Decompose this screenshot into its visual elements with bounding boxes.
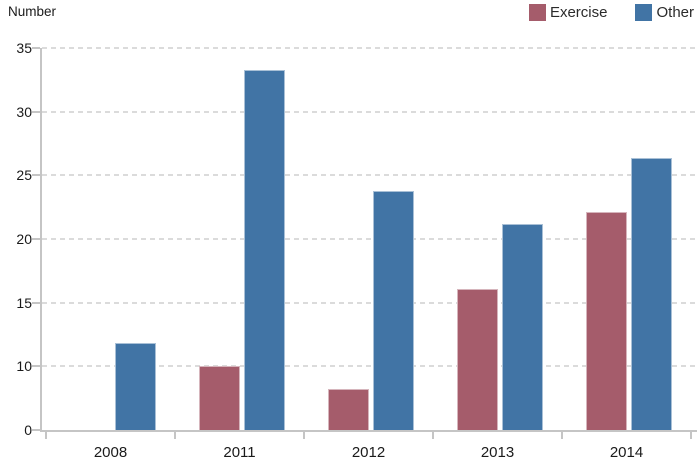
bar-exercise-2011 (198, 366, 240, 430)
legend-item-exercise: Exercise (528, 4, 608, 21)
y-tick-mark (32, 365, 40, 368)
legend: Exercise Other (528, 4, 694, 21)
legend-item-other: Other (635, 4, 694, 21)
gridline-10 (42, 365, 697, 368)
x-tick-mark (45, 432, 47, 439)
bar-exercise-2013 (456, 288, 498, 430)
x-tick-mark (432, 432, 434, 439)
gridline-25 (42, 174, 697, 177)
gridline-20 (42, 238, 697, 240)
x-tick-mark (174, 432, 176, 439)
x-tick-label-2008: 2008 (93, 444, 128, 461)
gridline-30 (42, 110, 697, 113)
gridline-15 (42, 301, 697, 304)
x-tick-label-2012: 2012 (351, 444, 386, 461)
y-axis-title: Number (8, 4, 57, 19)
legend-swatch-exercise-icon (528, 4, 546, 21)
legend-label-exercise: Exercise (549, 4, 608, 21)
x-tick-mark (303, 432, 305, 439)
y-tick-mark (32, 174, 40, 177)
bar-exercise-2012 (327, 388, 369, 430)
y-tick-mark (32, 47, 40, 49)
gridline-35 (42, 47, 697, 49)
bar-exercise-2014 (585, 212, 627, 430)
legend-label-other: Other (656, 4, 694, 21)
y-tick-label-25: 25 (16, 167, 32, 184)
plot-area (40, 47, 697, 432)
bar-other-2014 (630, 157, 672, 430)
y-tick-mark (32, 238, 40, 240)
y-tick-label-30: 30 (16, 103, 32, 120)
bar-other-2008 (114, 343, 156, 430)
y-tick-mark (32, 110, 40, 113)
bar-other-2013 (501, 223, 543, 430)
x-tick-label-2011: 2011 (223, 444, 256, 461)
bar-other-2012 (372, 190, 414, 430)
y-tick-label-35: 35 (16, 40, 32, 56)
y-tick-mark (32, 301, 40, 304)
x-tick-label-2014: 2014 (609, 444, 644, 461)
bar-other-2011 (243, 69, 285, 430)
y-tick-label-20: 20 (16, 231, 32, 247)
y-tick-label-10: 10 (16, 358, 32, 375)
x-tick-label-2013: 2013 (480, 444, 515, 461)
y-tick-label-0: 0 (24, 422, 32, 438)
legend-swatch-other-icon (635, 4, 653, 21)
y-tick-label-15: 15 (16, 294, 32, 311)
x-tick-mark (561, 432, 563, 439)
y-tick-mark (32, 429, 40, 431)
x-tick-mark (690, 432, 692, 439)
